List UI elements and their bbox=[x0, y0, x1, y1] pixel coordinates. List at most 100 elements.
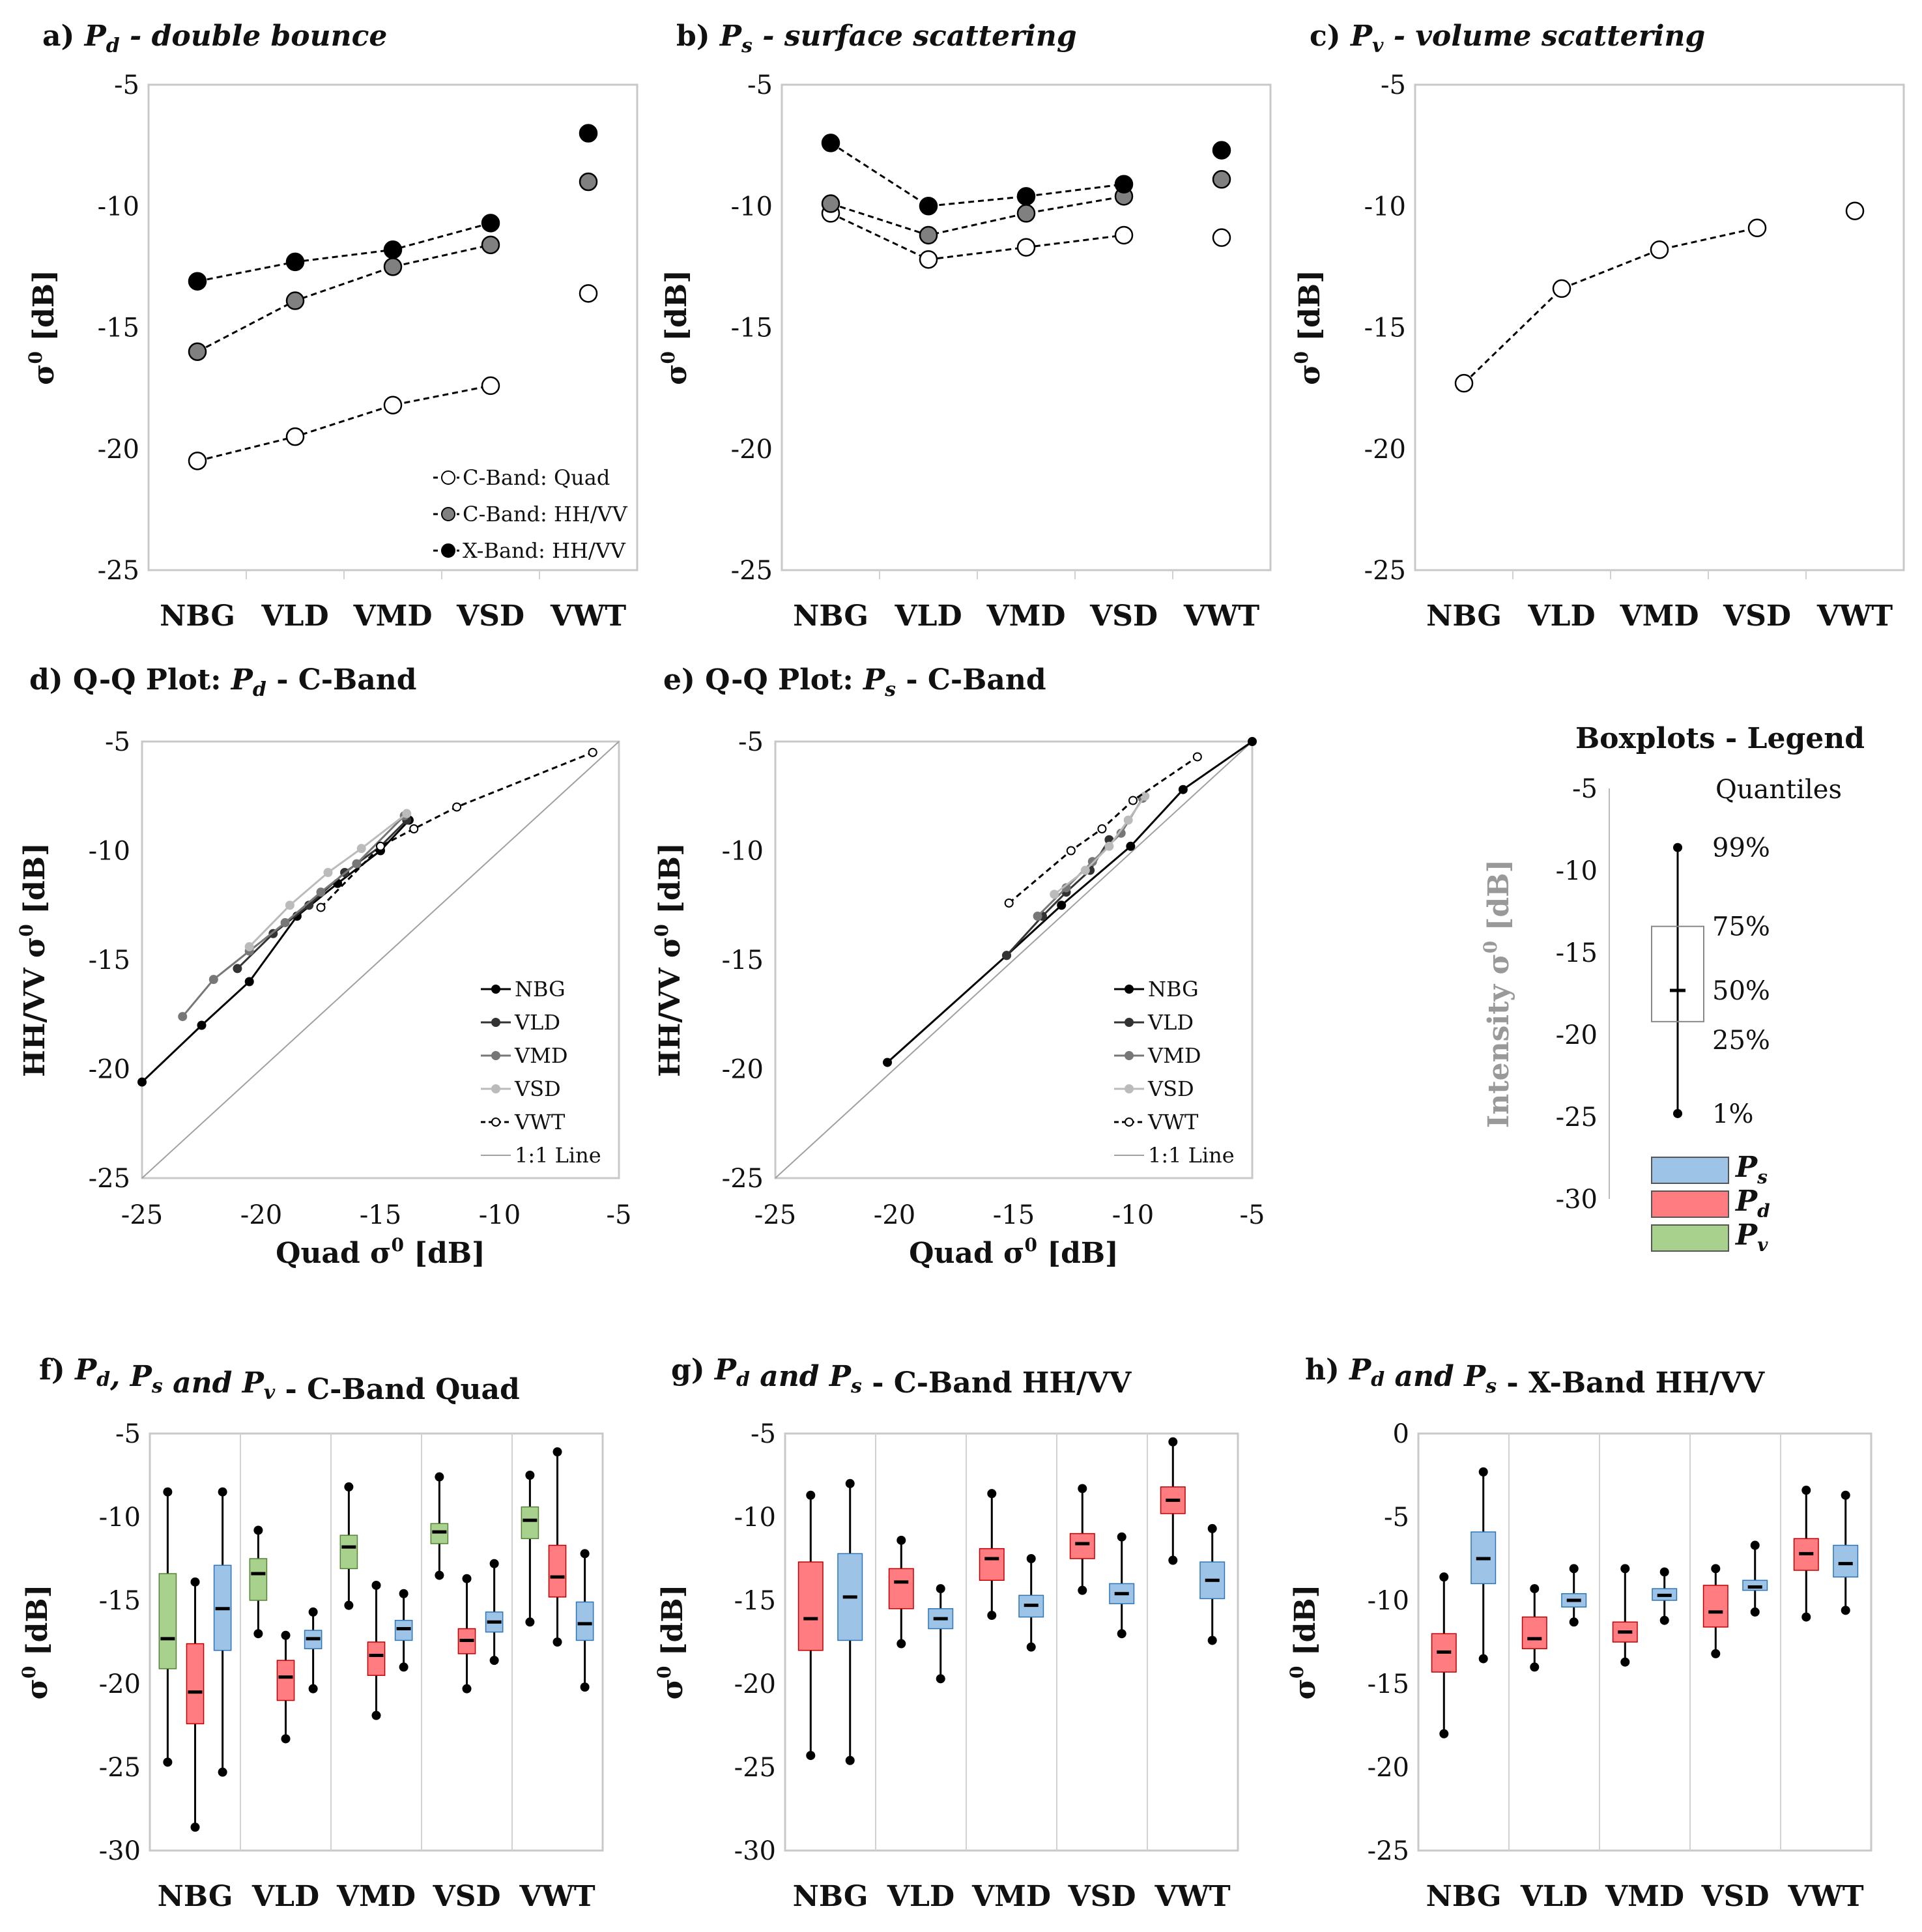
x-category-label: VLD bbox=[1527, 599, 1595, 633]
data-point bbox=[188, 342, 207, 361]
q99-dot bbox=[399, 1589, 409, 1598]
data-point bbox=[197, 1020, 207, 1030]
series-line bbox=[830, 212, 1125, 261]
y-tick-label: -25 bbox=[98, 556, 139, 586]
quantile-label: 25% bbox=[1712, 1026, 1770, 1056]
y-tick-label: -15 bbox=[89, 945, 130, 975]
y-tick-label: -10 bbox=[734, 1503, 776, 1533]
q99-dot bbox=[806, 1490, 816, 1500]
legend-label: X-Band: HH/VV bbox=[463, 538, 626, 563]
y-tick-label: -25 bbox=[731, 556, 773, 586]
q99-dot bbox=[1659, 1567, 1669, 1577]
legend-label: VLD bbox=[1147, 1010, 1194, 1035]
q01-dot bbox=[399, 1662, 409, 1672]
data-point bbox=[1123, 815, 1133, 825]
box-pv bbox=[521, 1506, 539, 1540]
data-point bbox=[402, 809, 412, 818]
legend-label: VSD bbox=[514, 1076, 561, 1101]
y-tick-label: -15 bbox=[734, 1586, 776, 1616]
legend-swatch-pv bbox=[1651, 1224, 1729, 1252]
x-category-label: VWT bbox=[1787, 1880, 1864, 1913]
data-point bbox=[352, 859, 362, 869]
series-line bbox=[182, 815, 405, 1018]
y-tick-label: -25 bbox=[1364, 556, 1406, 586]
x-category-label: VWT bbox=[1183, 599, 1260, 633]
data-point bbox=[1128, 796, 1138, 805]
legend-entry-label: Ps bbox=[1734, 1151, 1768, 1188]
q01-dot bbox=[1801, 1612, 1811, 1622]
panel-b: b) Ps - surface scattering -5 -10 -15 -20 -25… bbox=[657, 20, 1272, 633]
q99-dot bbox=[1711, 1564, 1721, 1574]
q01-dot bbox=[525, 1617, 535, 1627]
legend-y-label: Intensity σ0 [dB] bbox=[1480, 859, 1515, 1128]
legend-label: NBG bbox=[515, 977, 566, 1002]
legend-marker bbox=[1125, 1018, 1134, 1027]
box-pd bbox=[367, 1641, 386, 1676]
legend-marker bbox=[491, 985, 500, 994]
plot-frame bbox=[774, 740, 1254, 1179]
data-point bbox=[244, 977, 254, 987]
data-point bbox=[178, 1012, 188, 1022]
svg-text:σ0 [dB]: σ0 [dB] bbox=[1291, 270, 1327, 385]
x-category-label: VMD bbox=[971, 1880, 1051, 1913]
y-tick-label: -5 bbox=[738, 727, 764, 757]
q01-dot bbox=[1117, 1629, 1126, 1639]
series-line bbox=[830, 195, 1125, 237]
quantiles-label: Quantiles bbox=[1715, 775, 1842, 805]
y-tick-label: -15 bbox=[1368, 1669, 1409, 1699]
data-point bbox=[1140, 791, 1150, 801]
legend-label: 1:1 Line bbox=[1148, 1143, 1235, 1168]
x-tick-label: -10 bbox=[479, 1200, 521, 1230]
q99-dot bbox=[489, 1559, 499, 1568]
q01-dot bbox=[896, 1639, 906, 1649]
panel-title: e) Q-Q Plot: Ps - C-Band bbox=[663, 663, 1046, 701]
x-category-label: VMD bbox=[986, 599, 1066, 633]
data-point bbox=[1650, 240, 1669, 259]
x-category-label: VMD bbox=[353, 599, 433, 633]
data-point bbox=[285, 252, 305, 272]
legend-entry-label: Pv bbox=[1734, 1218, 1768, 1256]
q01-dot bbox=[1841, 1606, 1850, 1615]
one-to-one-line bbox=[141, 741, 620, 1179]
legend-swatch-pd bbox=[1651, 1190, 1729, 1218]
legend-label: VWT bbox=[1147, 1110, 1199, 1134]
q99-dot bbox=[936, 1584, 945, 1594]
q99-dot bbox=[163, 1487, 173, 1497]
y-tick-label: -5 bbox=[1384, 1503, 1409, 1533]
q99-dot bbox=[1478, 1467, 1488, 1477]
q99-dot bbox=[1078, 1484, 1087, 1493]
y-axis-label: σ0 [dB] bbox=[1291, 270, 1327, 385]
legend-label: C-Band: HH/VV bbox=[463, 502, 628, 526]
svg-text:σ0 [dB]: σ0 [dB] bbox=[25, 270, 61, 385]
data-point bbox=[481, 214, 500, 233]
y-tick-label: -5 bbox=[751, 1419, 776, 1449]
y-tick-label: -25 bbox=[89, 1164, 130, 1194]
legend-title: Boxplots - Legend bbox=[1575, 722, 1865, 755]
panel-title: b) Ps - surface scattering bbox=[676, 20, 1077, 57]
plot-frame bbox=[1414, 83, 1905, 571]
x-category-label: VLD bbox=[887, 1880, 954, 1913]
x-category-label: VLD bbox=[261, 599, 328, 633]
plot-frame bbox=[149, 1432, 604, 1852]
y-axis-label: HH/VV σ0 [dB] bbox=[16, 843, 51, 1077]
q01-dot bbox=[308, 1684, 318, 1694]
legend-y-tick: -30 bbox=[1556, 1185, 1598, 1215]
box-ps bbox=[575, 1601, 594, 1641]
data-point bbox=[244, 942, 254, 951]
legend-label: VMD bbox=[514, 1043, 568, 1068]
q01-dot bbox=[1168, 1555, 1178, 1565]
y-tick-label: -15 bbox=[731, 313, 773, 343]
x-axis-label: Quad σ0 [dB] bbox=[276, 1234, 485, 1270]
panel-h: h) Pd and Ps - X-Band HH/VV 0 -5 -10 -15 -20 -… bbox=[1286, 1353, 1872, 1913]
q01-dot bbox=[806, 1751, 816, 1761]
q01-dot bbox=[371, 1710, 381, 1720]
data-point bbox=[481, 235, 500, 255]
panel-title: d) Q-Q Plot: Pd - C-Band bbox=[29, 663, 417, 701]
data-point bbox=[280, 918, 290, 928]
x-tick-label: -10 bbox=[1112, 1200, 1154, 1230]
x-category-label: VSD bbox=[456, 599, 524, 633]
y-axis-label: σ0 [dB] bbox=[653, 1585, 689, 1700]
q99-dot bbox=[1620, 1564, 1630, 1574]
x-category-label: VSD bbox=[1700, 1880, 1769, 1913]
panel-f: f) Pd, Ps and Pv - C-Band Quad -5 -10 -15 -2… bbox=[18, 1353, 604, 1913]
